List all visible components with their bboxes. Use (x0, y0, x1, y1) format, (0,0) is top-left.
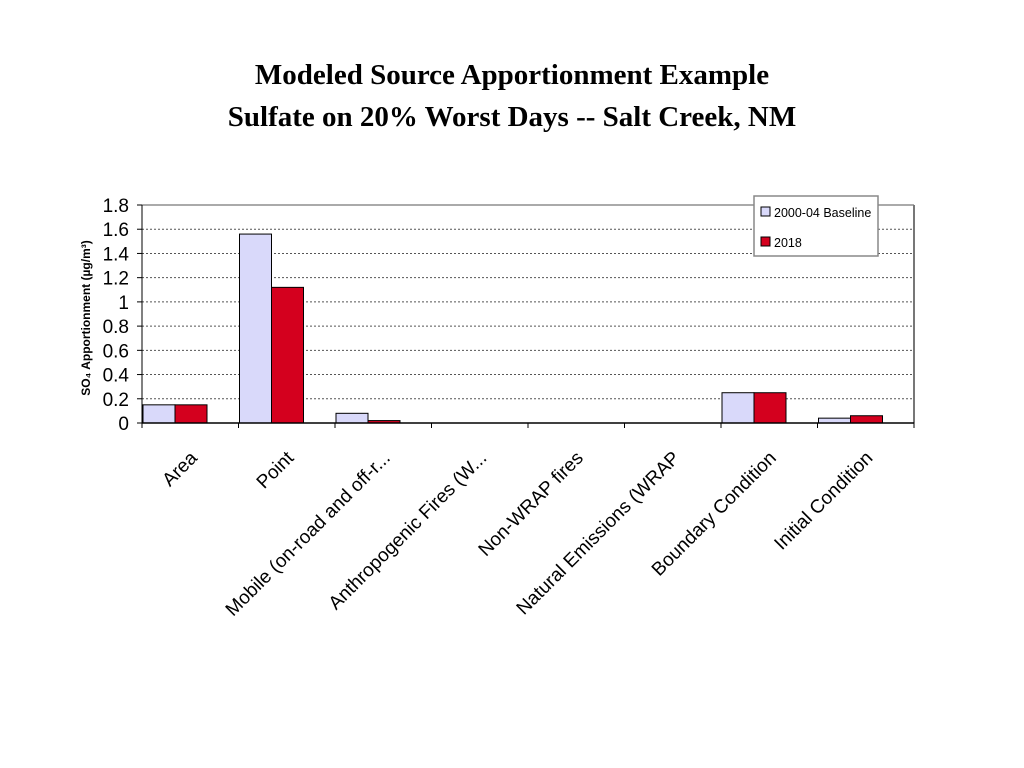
category-label: Non-WRAP fires (475, 448, 588, 561)
y-tick-label: 0.6 (103, 341, 129, 362)
category-label: Area (159, 447, 203, 491)
category-label: Natural Emissions (WRAP (513, 448, 685, 620)
category-label: Initial Condition (771, 448, 878, 555)
legend-label: 2018 (774, 236, 802, 250)
bar-baseline (239, 233, 272, 424)
legend-swatch (760, 206, 771, 217)
y-tick-labels: 0 0.2 0.4 0.6 0.8 1 1.2 1.4 1.6 1.8 (103, 196, 130, 435)
y-tick-label: 1.2 (103, 269, 129, 290)
legend-swatch (760, 236, 771, 247)
y-tick-label: 1 (118, 293, 129, 314)
y-tick-label: 0.2 (103, 390, 129, 411)
bar-2018 (850, 415, 883, 424)
y-axis-label: SO₄ Apportionment (µg/m³) (79, 240, 93, 396)
chart-title: Modeled Source Apportionment Example (254, 59, 770, 91)
bar-baseline (721, 392, 755, 424)
y-tick-label: 1.8 (103, 196, 129, 217)
category-label: Point (253, 447, 299, 493)
bar-2018 (174, 404, 208, 424)
bar-2018 (271, 286, 304, 424)
y-tick-label: 0.4 (103, 366, 130, 387)
y-tick-label: 1.4 (103, 244, 130, 265)
legend: 2000-04 Baseline 2018 (753, 195, 879, 257)
bar-baseline (335, 412, 369, 424)
category-label: Anthropogenic Fires (W... (325, 448, 491, 614)
y-tick-label: 0.8 (103, 317, 129, 338)
y-tick-label: 0 (118, 414, 129, 435)
legend-box (753, 195, 879, 257)
legend-label: 2000-04 Baseline (774, 206, 871, 220)
bar-baseline (142, 404, 176, 424)
category-label: Mobile (on-road and off-r... (222, 448, 395, 621)
chart-subtitle: Sulfate on 20% Worst Days -- Salt Creek,… (227, 101, 797, 133)
bars (142, 233, 883, 424)
bar-2018 (753, 392, 787, 424)
y-tick-label: 1.6 (103, 220, 129, 241)
axes (137, 204, 915, 428)
